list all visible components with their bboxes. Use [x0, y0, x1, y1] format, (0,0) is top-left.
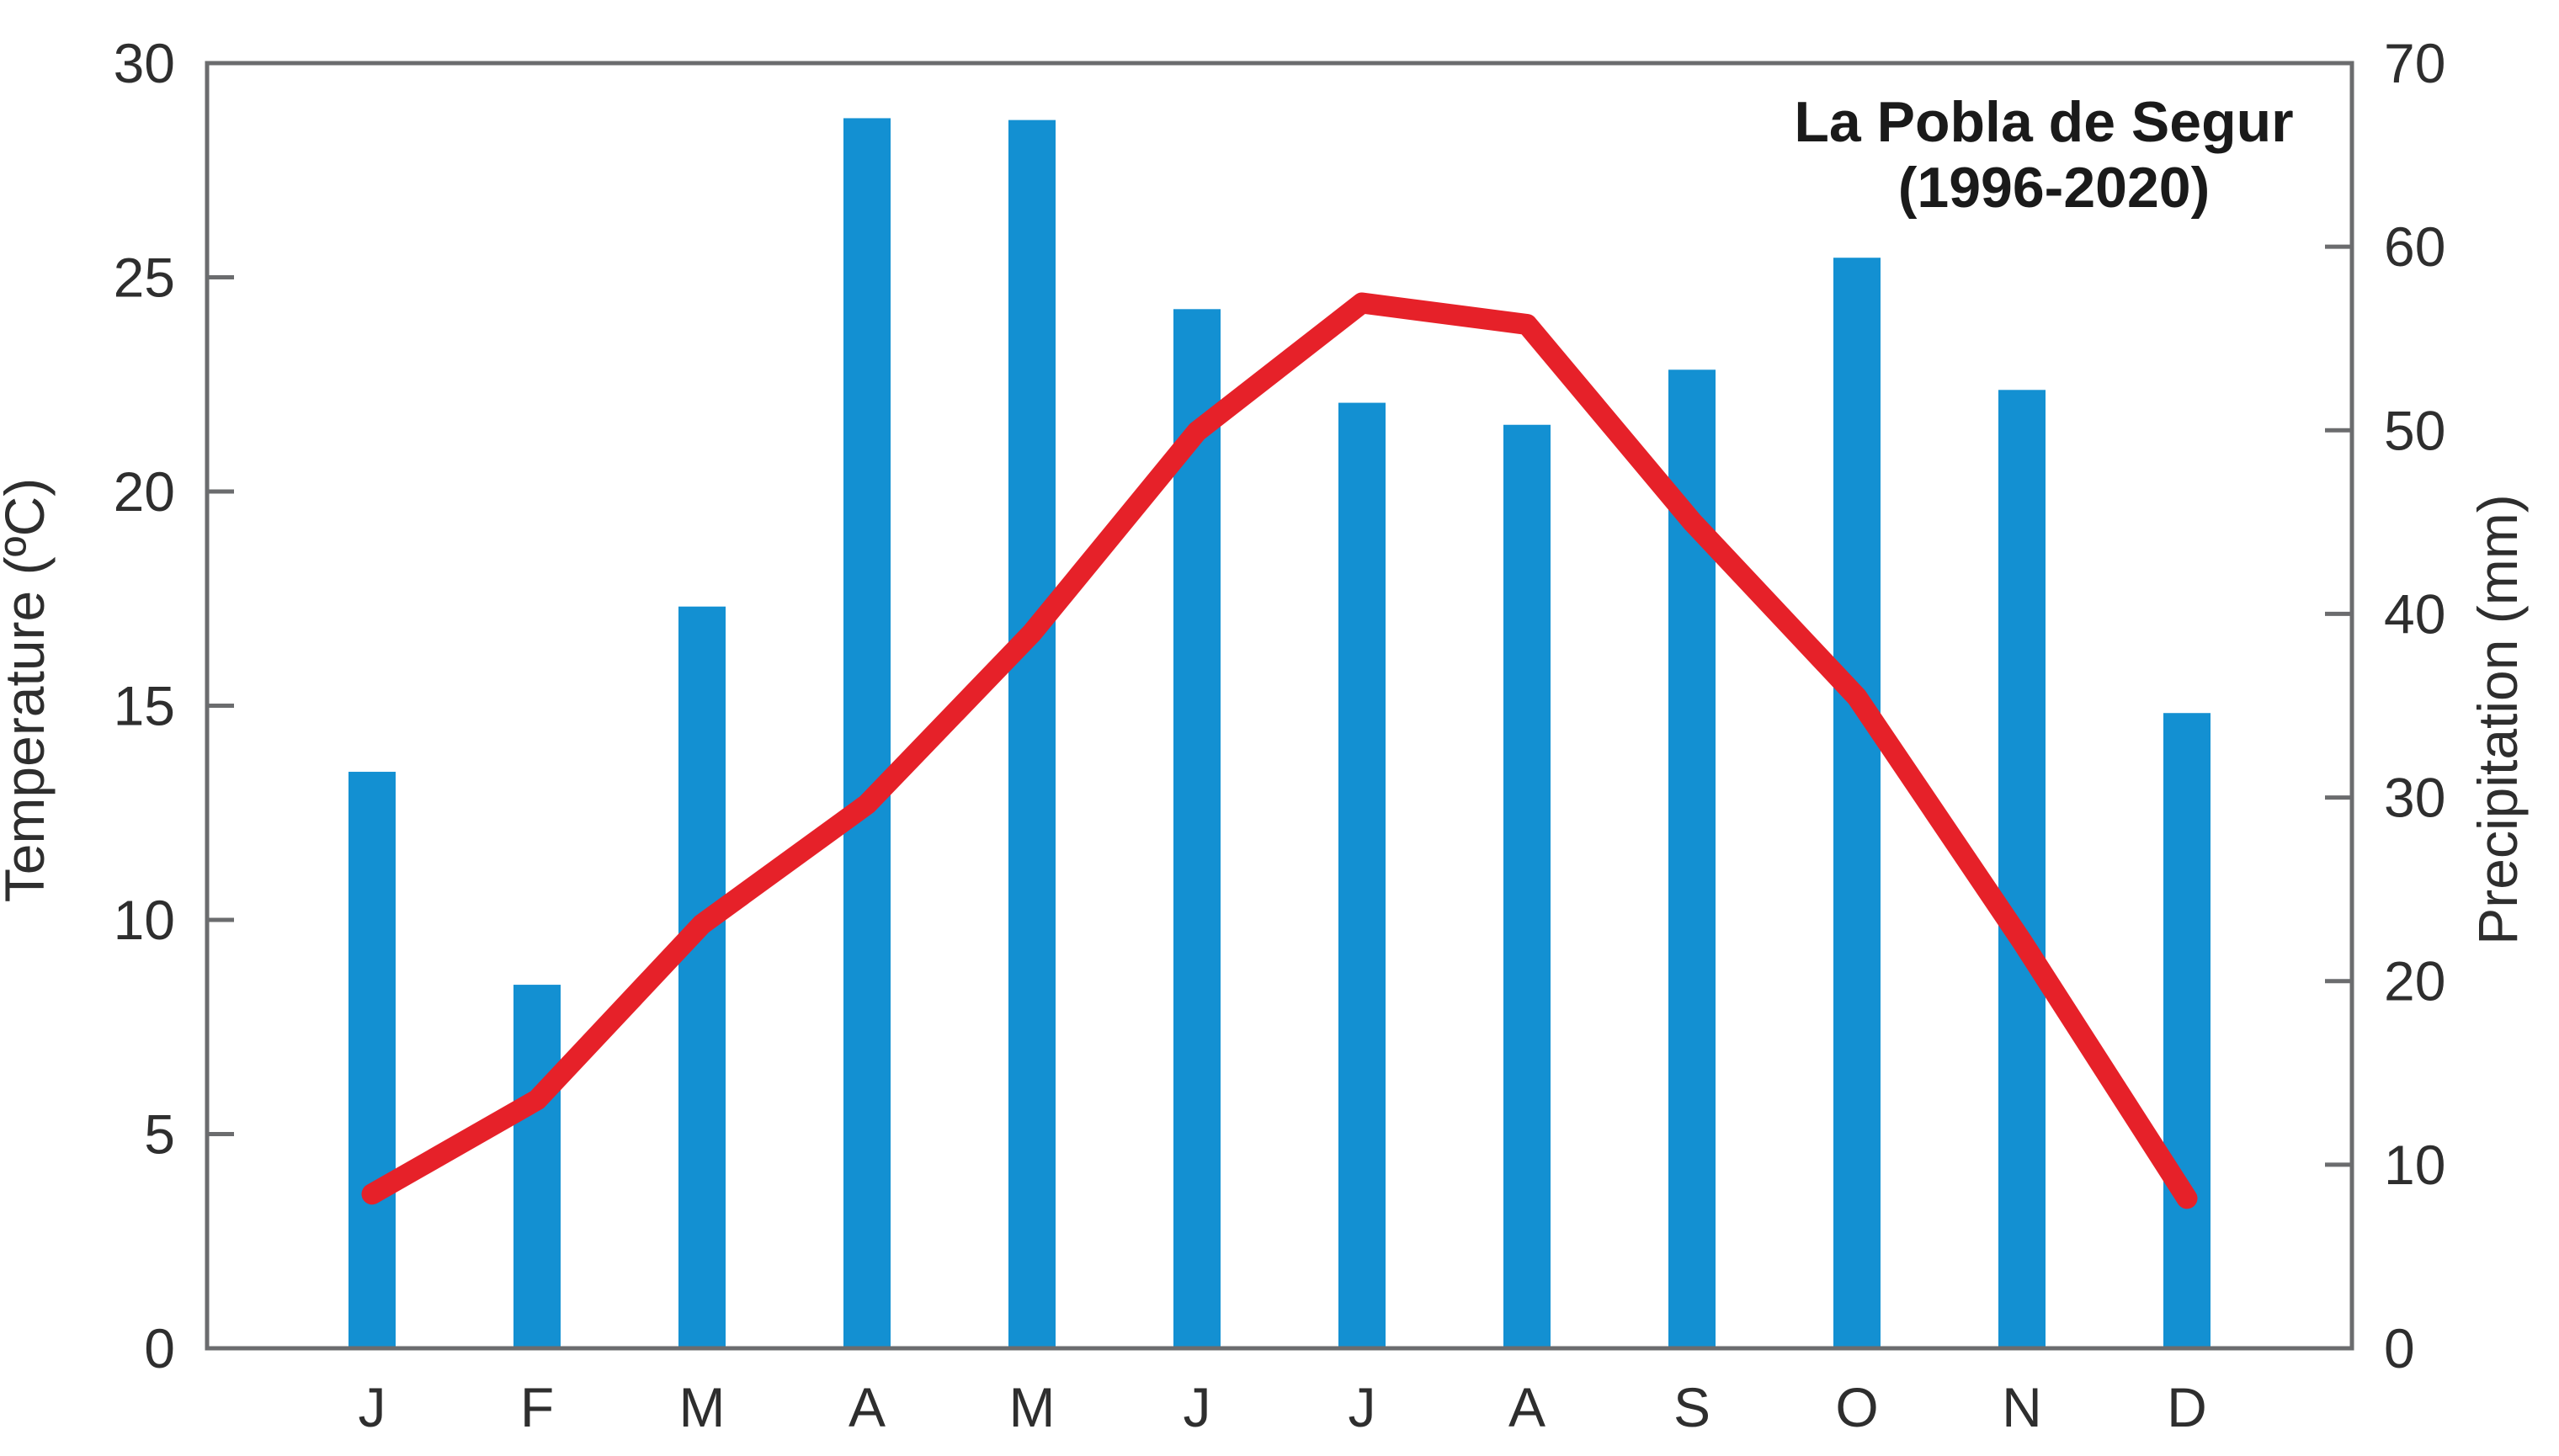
month-label-10-O: O	[1835, 1376, 1878, 1438]
month-label-3-M: M	[679, 1376, 726, 1438]
precip-bar-3-M	[678, 606, 726, 1348]
left-tick-label-5: 5	[144, 1103, 175, 1166]
month-label-6-J: J	[1184, 1376, 1211, 1438]
left-tick-label-0: 0	[144, 1317, 175, 1379]
plot-layer: 0 5 10 15 20 25 30 0 10 20 30 40 50 60 70 J F M A M J J A S O N D	[114, 32, 2446, 1438]
precip-bar-1-J	[348, 772, 396, 1348]
right-tick-label-60: 60	[2384, 215, 2445, 278]
chart-subtitle: (1996-2020)	[1898, 156, 2210, 220]
month-label-11-N: N	[2002, 1376, 2042, 1438]
month-label-2-F: F	[520, 1376, 554, 1438]
precip-bar-2-F	[513, 985, 561, 1348]
month-label-5-M: M	[1009, 1376, 1056, 1438]
right-axis-title: Precipitation (mm)	[2466, 494, 2529, 944]
right-tick-label-50: 50	[2384, 399, 2445, 461]
left-tick-label-10: 10	[114, 889, 175, 951]
precip-bar-4-A	[843, 118, 891, 1348]
left-tick-label-20: 20	[114, 460, 175, 523]
precip-bar-6-J	[1173, 309, 1221, 1349]
left-axis-title: Temperature (ºC)	[0, 478, 56, 903]
right-tick-label-0: 0	[2384, 1317, 2415, 1379]
left-tick-label-25: 25	[114, 247, 175, 309]
month-label-8-A: A	[1508, 1376, 1546, 1438]
month-label-7-J: J	[1349, 1376, 1376, 1438]
precip-bar-5-M	[1008, 120, 1056, 1349]
month-label-4-A: A	[849, 1376, 886, 1438]
right-tick-label-20: 20	[2384, 950, 2445, 1012]
precip-bar-11-N	[1998, 390, 2046, 1348]
precip-bar-12-D	[2163, 713, 2211, 1348]
right-tick-label-30: 30	[2384, 767, 2445, 829]
month-label-9-S: S	[1673, 1376, 1710, 1438]
month-label-12-D: D	[2167, 1376, 2207, 1438]
left-tick-label-15: 15	[114, 675, 175, 737]
right-tick-label-70: 70	[2384, 32, 2445, 94]
left-tick-label-30: 30	[114, 32, 175, 94]
month-label-1-J: J	[359, 1376, 386, 1438]
precip-bar-8-A	[1503, 424, 1551, 1348]
precip-bar-10-O	[1833, 258, 1881, 1348]
right-tick-label-40: 40	[2384, 582, 2445, 645]
chart-title: La Pobla de Segur	[1794, 90, 2293, 154]
right-tick-label-10: 10	[2384, 1134, 2445, 1196]
precip-bar-7-J	[1338, 402, 1386, 1348]
temperature-line	[361, 292, 2198, 1209]
